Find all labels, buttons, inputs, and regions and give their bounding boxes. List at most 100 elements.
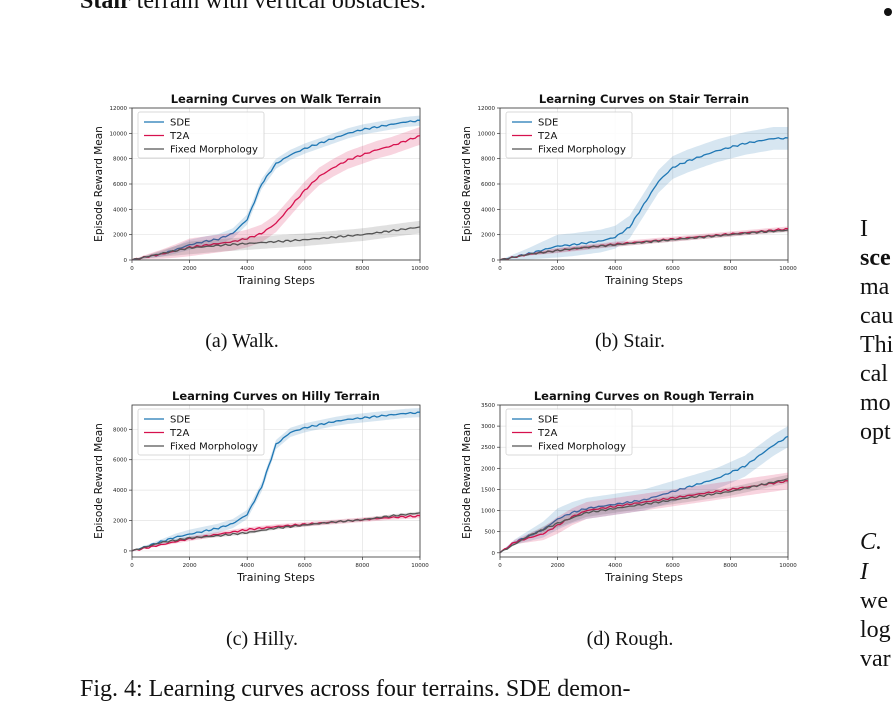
right-line: mo <box>860 390 891 416</box>
y-tick-label: 6000 <box>481 182 495 188</box>
x-tick-label: 4000 <box>608 266 622 272</box>
x-tick-label: 4000 <box>608 563 622 569</box>
right-line: we <box>860 588 888 614</box>
chart-walk-svg: Learning Curves on Walk Terrain 0 2000 4000… <box>93 92 429 287</box>
x-tick-label: 8000 <box>723 563 737 569</box>
x-tick-label: 0 <box>498 563 502 569</box>
legend-box <box>137 408 265 456</box>
y-tick-label: 8000 <box>113 427 127 433</box>
series-band <box>500 127 788 260</box>
x-tick-label: 2000 <box>551 266 565 272</box>
legend-label: SDE <box>170 118 190 129</box>
legend-label: T2A <box>537 131 557 142</box>
y-axis-label: Episode Reward Mean <box>461 423 473 539</box>
series-band <box>500 474 788 553</box>
y-tick-label: 2000 <box>481 233 495 239</box>
x-tick-label: 4000 <box>240 266 254 272</box>
y-tick-label: 4000 <box>481 207 495 213</box>
x-tick-label: 10000 <box>411 563 429 569</box>
bullet-mark <box>884 8 892 16</box>
legend-label: Fixed Morphology <box>170 442 258 453</box>
chart-title: Learning Curves on Hilly Terrain <box>172 389 380 403</box>
y-tick-label: 1000 <box>481 509 495 515</box>
x-tick-label: 10000 <box>779 563 797 569</box>
legend-label: T2A <box>169 428 189 439</box>
y-axis-label: Episode Reward Mean <box>93 423 105 539</box>
series-band <box>132 220 420 260</box>
x-tick-label: 8000 <box>355 266 369 272</box>
x-tick-label: 6000 <box>298 563 312 569</box>
series-band <box>500 228 788 260</box>
x-tick-label: 10000 <box>779 266 797 272</box>
terrain-name: Stair <box>80 0 131 14</box>
right-line: ma <box>860 274 890 300</box>
series-line <box>131 512 421 552</box>
series-band <box>132 513 420 551</box>
chart-stair: Learning Curves on Stair Terrain 0 2000 400… <box>456 88 816 288</box>
plot-frame <box>131 404 421 558</box>
right-line: sce <box>860 245 891 271</box>
chart-rough-svg: Learning Curves on Rough Terrain 0 2000 400… <box>461 389 797 584</box>
y-tick-label: 3000 <box>481 424 495 430</box>
x-tick-label: 6000 <box>666 563 680 569</box>
right-line: var <box>860 646 891 672</box>
legend-label: T2A <box>537 428 557 439</box>
legend-label: T2A <box>169 131 189 142</box>
y-axis-label: Episode Reward Mean <box>93 126 105 242</box>
y-tick-label: 6000 <box>113 182 127 188</box>
legend-label: SDE <box>538 118 558 129</box>
legend-box <box>505 111 633 159</box>
body-text-rest: terrain with vertical obstacles. <box>130 0 426 14</box>
caption-hilly: (c) Hilly. <box>225 628 298 650</box>
y-tick-label: 2000 <box>113 233 127 239</box>
chart-title: Learning Curves on Rough Terrain <box>534 389 754 403</box>
legend-label: Fixed Morphology <box>170 145 258 156</box>
right-line: cal <box>860 361 888 387</box>
y-tick-label: 12000 <box>110 106 128 112</box>
chart-stair-svg: Learning Curves on Stair Terrain 0 2000 400… <box>461 92 797 287</box>
y-tick-label: 1500 <box>481 487 495 493</box>
x-tick-label: 6000 <box>666 266 680 272</box>
series-line <box>499 480 789 554</box>
legend-label: SDE <box>538 415 558 426</box>
y-tick-label: 0 <box>492 258 496 264</box>
series-line <box>499 137 789 261</box>
caption-rough: (d) Rough. <box>586 628 674 650</box>
series-line <box>499 478 789 554</box>
y-tick-label: 2500 <box>481 445 495 451</box>
legend-box <box>505 408 633 456</box>
chart-hilly-svg: Learning Curves on Hilly Terrain 0 2000 400… <box>93 389 429 584</box>
series-line <box>131 411 421 552</box>
legend-box <box>137 111 265 159</box>
x-tick-label: 2000 <box>183 563 197 569</box>
right-line: log <box>860 617 891 643</box>
y-tick-label: 6000 <box>113 458 127 464</box>
right-column-text-2: I we log var <box>860 558 891 674</box>
plot-frame <box>499 404 789 558</box>
y-tick-label: 2000 <box>481 466 495 472</box>
caption-walk: (a) Walk. <box>205 330 279 352</box>
chart-title: Learning Curves on Stair Terrain <box>539 92 749 106</box>
y-tick-label: 4000 <box>113 207 127 213</box>
series-line <box>499 229 789 261</box>
x-tick-label: 0 <box>130 266 134 272</box>
x-tick-label: 8000 <box>723 266 737 272</box>
body-text-top: Stair terrain with vertical obstacles. <box>80 0 426 15</box>
series-line <box>131 119 421 261</box>
right-line: I <box>860 559 868 585</box>
caption-stair: (b) Stair. <box>595 330 665 352</box>
y-tick-label: 10000 <box>478 131 496 137</box>
right-line: opt <box>860 419 891 445</box>
y-tick-label: 2000 <box>113 519 127 525</box>
legend-label: SDE <box>170 415 190 426</box>
x-tick-label: 0 <box>498 266 502 272</box>
series-band <box>132 127 420 260</box>
series-line <box>131 226 421 261</box>
y-tick-label: 8000 <box>481 157 495 163</box>
legend-label: Fixed Morphology <box>538 442 626 453</box>
right-column-text: I sce ma cau Thi cal mo opt <box>860 215 893 447</box>
x-tick-label: 8000 <box>355 563 369 569</box>
x-tick-label: 6000 <box>298 266 312 272</box>
x-tick-label: 10000 <box>411 266 429 272</box>
x-tick-label: 2000 <box>183 266 197 272</box>
